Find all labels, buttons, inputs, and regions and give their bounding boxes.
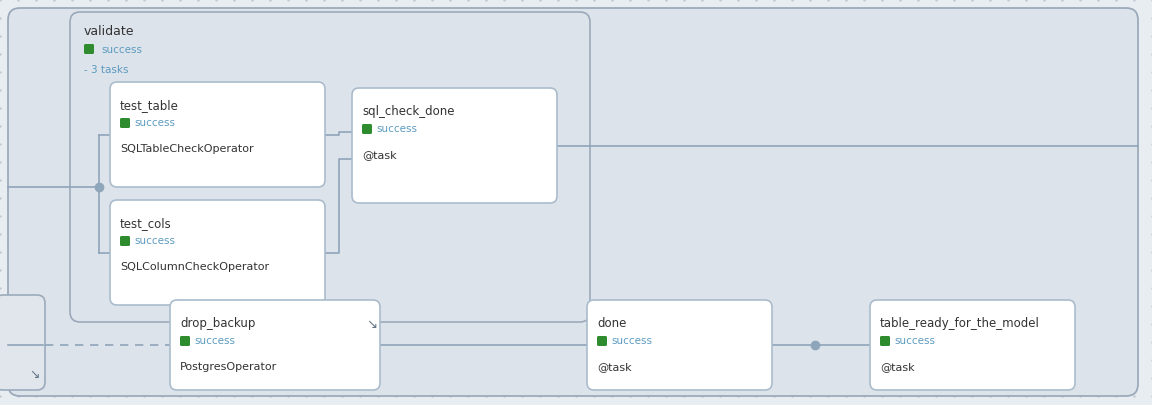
Text: test_table: test_table bbox=[120, 99, 179, 112]
Text: PostgresOperator: PostgresOperator bbox=[180, 362, 278, 372]
FancyBboxPatch shape bbox=[0, 295, 45, 390]
FancyBboxPatch shape bbox=[109, 82, 325, 187]
Text: success: success bbox=[611, 336, 652, 346]
FancyBboxPatch shape bbox=[353, 88, 558, 203]
FancyBboxPatch shape bbox=[362, 124, 372, 134]
Text: ↘: ↘ bbox=[366, 318, 377, 331]
Text: sql_check_done: sql_check_done bbox=[362, 105, 455, 118]
Text: success: success bbox=[894, 336, 935, 346]
Text: drop_backup: drop_backup bbox=[180, 317, 256, 330]
FancyBboxPatch shape bbox=[588, 300, 772, 390]
Text: SQLTableCheckOperator: SQLTableCheckOperator bbox=[120, 144, 253, 154]
Text: success: success bbox=[194, 336, 235, 346]
Text: table_ready_for_the_model: table_ready_for_the_model bbox=[880, 317, 1040, 330]
FancyBboxPatch shape bbox=[70, 12, 590, 322]
Text: success: success bbox=[134, 236, 175, 246]
FancyBboxPatch shape bbox=[180, 336, 190, 346]
FancyBboxPatch shape bbox=[597, 336, 607, 346]
FancyBboxPatch shape bbox=[84, 44, 94, 54]
Text: test_cols: test_cols bbox=[120, 217, 172, 230]
Text: ↘: ↘ bbox=[29, 368, 39, 381]
FancyBboxPatch shape bbox=[880, 336, 890, 346]
FancyBboxPatch shape bbox=[109, 200, 325, 305]
FancyBboxPatch shape bbox=[120, 236, 130, 246]
Text: @task: @task bbox=[362, 150, 396, 160]
Text: done: done bbox=[597, 317, 627, 330]
Text: @task: @task bbox=[597, 362, 631, 372]
Text: success: success bbox=[376, 124, 417, 134]
FancyBboxPatch shape bbox=[170, 300, 380, 390]
FancyBboxPatch shape bbox=[870, 300, 1075, 390]
FancyBboxPatch shape bbox=[120, 118, 130, 128]
Text: validate: validate bbox=[84, 25, 135, 38]
Text: success: success bbox=[101, 45, 142, 55]
Text: SQLColumnCheckOperator: SQLColumnCheckOperator bbox=[120, 262, 270, 272]
Text: - 3 tasks: - 3 tasks bbox=[84, 65, 129, 75]
Text: success: success bbox=[134, 118, 175, 128]
Text: @task: @task bbox=[880, 362, 915, 372]
FancyBboxPatch shape bbox=[8, 8, 1138, 396]
